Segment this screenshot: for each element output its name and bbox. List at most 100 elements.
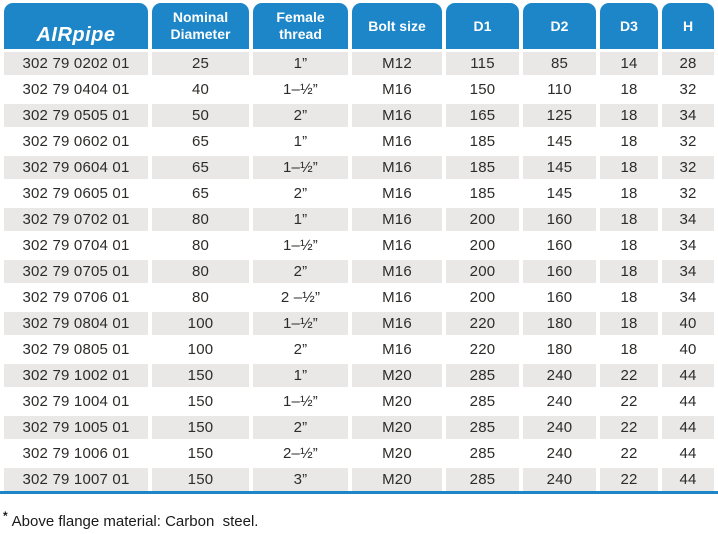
table-row: 302 79 0202 01 25 1” M12 115 85 14 28 — [4, 52, 714, 75]
bolt-size-cell: M16 — [352, 286, 442, 309]
d1-cell: 185 — [446, 156, 519, 179]
d2-cell: 240 — [523, 442, 596, 465]
d3-cell: 22 — [600, 390, 658, 413]
d1-cell: 185 — [446, 130, 519, 153]
h-cell: 32 — [662, 182, 714, 205]
d1-cell: 200 — [446, 234, 519, 257]
d1-cell: 185 — [446, 182, 519, 205]
part-number-cell: 302 79 0605 01 — [4, 182, 148, 205]
female-thread-cell: 1–½” — [253, 234, 348, 257]
nominal-diameter-cell: 150 — [152, 416, 249, 439]
female-thread-cell: 2–½” — [253, 442, 348, 465]
female-thread-cell: 3” — [253, 468, 348, 491]
d3-cell: 18 — [600, 338, 658, 361]
d2-cell: 180 — [523, 312, 596, 335]
part-number-cell: 302 79 0804 01 — [4, 312, 148, 335]
column-header-d2: D2 — [523, 3, 596, 49]
female-thread-cell: 1” — [253, 364, 348, 387]
d1-cell: 285 — [446, 442, 519, 465]
bolt-size-cell: M16 — [352, 156, 442, 179]
bolt-size-cell: M16 — [352, 78, 442, 101]
d2-cell: 240 — [523, 416, 596, 439]
d2-cell: 145 — [523, 156, 596, 179]
part-number-cell: 302 79 0602 01 — [4, 130, 148, 153]
female-thread-cell: 1” — [253, 130, 348, 153]
part-number-cell: 302 79 0706 01 — [4, 286, 148, 309]
female-thread-cell: 2” — [253, 182, 348, 205]
nominal-diameter-cell: 40 — [152, 78, 249, 101]
part-number-cell: 302 79 1005 01 — [4, 416, 148, 439]
h-cell: 44 — [662, 442, 714, 465]
table-row: 302 79 0704 01 80 1–½” M16 200 160 18 34 — [4, 234, 714, 257]
d2-cell: 160 — [523, 286, 596, 309]
nominal-diameter-cell: 100 — [152, 312, 249, 335]
column-header-d1: D1 — [446, 3, 519, 49]
nominal-diameter-cell: 150 — [152, 364, 249, 387]
d3-cell: 18 — [600, 260, 658, 283]
table-row: 302 79 1002 01 150 1” M20 285 240 22 44 — [4, 364, 714, 387]
table-row: 302 79 0705 01 80 2” M16 200 160 18 34 — [4, 260, 714, 283]
d3-cell: 22 — [600, 442, 658, 465]
d3-cell: 18 — [600, 312, 658, 335]
d2-cell: 160 — [523, 208, 596, 231]
d1-cell: 285 — [446, 416, 519, 439]
table-body: 302 79 0202 01 25 1” M12 115 85 14 28 302 79 040… — [4, 52, 714, 491]
nominal-diameter-cell: 80 — [152, 286, 249, 309]
d1-cell: 200 — [446, 286, 519, 309]
nominal-diameter-cell: 100 — [152, 338, 249, 361]
h-cell: 44 — [662, 468, 714, 491]
bolt-size-cell: M16 — [352, 130, 442, 153]
female-thread-cell: 1–½” — [253, 156, 348, 179]
d2-cell: 160 — [523, 234, 596, 257]
part-number-cell: 302 79 0805 01 — [4, 338, 148, 361]
h-cell: 40 — [662, 338, 714, 361]
nominal-diameter-cell: 25 — [152, 52, 249, 75]
female-thread-cell: 2” — [253, 416, 348, 439]
footnote-marker: * — [3, 509, 8, 523]
female-thread-cell: 2 –½” — [253, 286, 348, 309]
d1-cell: 285 — [446, 364, 519, 387]
h-cell: 32 — [662, 78, 714, 101]
bolt-size-cell: M16 — [352, 208, 442, 231]
part-number-cell: 302 79 1004 01 — [4, 390, 148, 413]
female-thread-cell: 1–½” — [253, 312, 348, 335]
table-row: 302 79 0505 01 50 2” M16 165 125 18 34 — [4, 104, 714, 127]
footnote-text: Above flange material: Carbon steel. — [11, 513, 259, 530]
h-cell: 44 — [662, 390, 714, 413]
d1-cell: 285 — [446, 468, 519, 491]
h-cell: 34 — [662, 104, 714, 127]
h-cell: 28 — [662, 52, 714, 75]
d3-cell: 18 — [600, 208, 658, 231]
d3-cell: 18 — [600, 130, 658, 153]
d3-cell: 18 — [600, 234, 658, 257]
d1-cell: 150 — [446, 78, 519, 101]
nominal-diameter-cell: 80 — [152, 208, 249, 231]
table-bottom-rule — [0, 491, 718, 494]
d3-cell: 22 — [600, 364, 658, 387]
d2-cell: 240 — [523, 468, 596, 491]
d2-cell: 145 — [523, 182, 596, 205]
part-number-cell: 302 79 0604 01 — [4, 156, 148, 179]
table-row: 302 79 0602 01 65 1” M16 185 145 18 32 — [4, 130, 714, 153]
bolt-size-cell: M16 — [352, 312, 442, 335]
airpipe-logo-air: AIR — [36, 23, 73, 46]
airpipe-logo-pipe: pipe — [72, 23, 116, 46]
d2-cell: 85 — [523, 52, 596, 75]
nominal-diameter-cell: 150 — [152, 390, 249, 413]
nominal-diameter-cell: 65 — [152, 130, 249, 153]
d2-cell: 180 — [523, 338, 596, 361]
table-row: 302 79 0706 01 80 2 –½” M16 200 160 18 34 — [4, 286, 714, 309]
bolt-size-cell: M12 — [352, 52, 442, 75]
h-cell: 34 — [662, 286, 714, 309]
h-cell: 34 — [662, 234, 714, 257]
d3-cell: 14 — [600, 52, 658, 75]
bolt-size-cell: M20 — [352, 442, 442, 465]
table-row: 302 79 0805 01 100 2” M16 220 180 18 40 — [4, 338, 714, 361]
nominal-diameter-cell: 65 — [152, 182, 249, 205]
flange-spec-table: AIRpipe Nominal Diameter Female thread Bol… — [4, 3, 714, 491]
table-row: 302 79 0804 01 100 1–½” M16 220 180 18 40 — [4, 312, 714, 335]
female-thread-cell: 2” — [253, 338, 348, 361]
bolt-size-cell: M16 — [352, 182, 442, 205]
table-row: 302 79 0605 01 65 2” M16 185 145 18 32 — [4, 182, 714, 205]
